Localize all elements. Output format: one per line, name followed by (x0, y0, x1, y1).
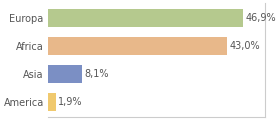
Text: 1,9%: 1,9% (58, 97, 83, 107)
Text: 43,0%: 43,0% (230, 41, 260, 51)
Text: 46,9%: 46,9% (246, 13, 277, 23)
Bar (48, 93, 56, 111)
Bar (48, 9, 243, 27)
Bar (48, 65, 82, 83)
Text: 8,1%: 8,1% (84, 69, 109, 79)
Bar (48, 37, 227, 55)
